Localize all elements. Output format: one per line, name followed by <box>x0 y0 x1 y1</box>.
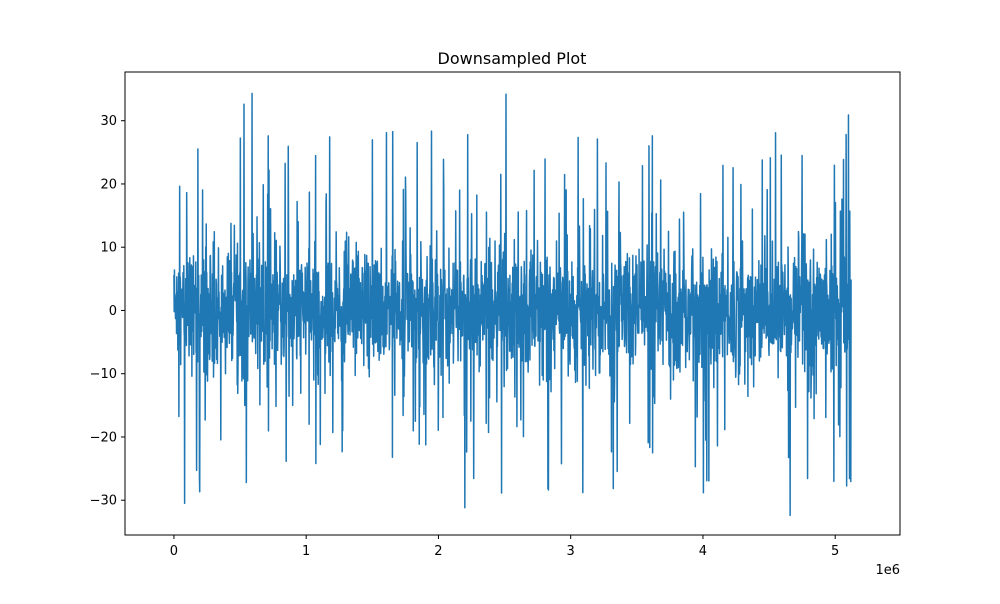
x-tick-label: 1 <box>302 544 310 559</box>
y-tick-label: 30 <box>100 114 117 129</box>
y-tick-label: 10 <box>100 241 117 256</box>
y-tick-label: 20 <box>100 177 117 192</box>
y-tick-label: 0 <box>109 304 117 319</box>
series-line <box>173 92 852 517</box>
x-tick-label: 5 <box>831 544 839 559</box>
chart-title: Downsampled Plot <box>438 49 587 68</box>
x-tick-label: 4 <box>699 544 707 559</box>
y-tick-label: −30 <box>90 494 117 509</box>
x-tick-label: 0 <box>170 544 178 559</box>
y-axis: −30 −20 −10 0 10 20 30 <box>90 114 125 509</box>
x-offset-label: 1e6 <box>875 563 900 578</box>
x-tick-label: 2 <box>434 544 442 559</box>
x-axis: 0 1 2 3 4 5 <box>170 535 839 559</box>
series-layer <box>173 92 852 517</box>
x-tick-label: 3 <box>567 544 575 559</box>
y-tick-label: −20 <box>90 430 117 445</box>
y-tick-label: −10 <box>90 367 117 382</box>
plot-frame <box>124 71 901 536</box>
